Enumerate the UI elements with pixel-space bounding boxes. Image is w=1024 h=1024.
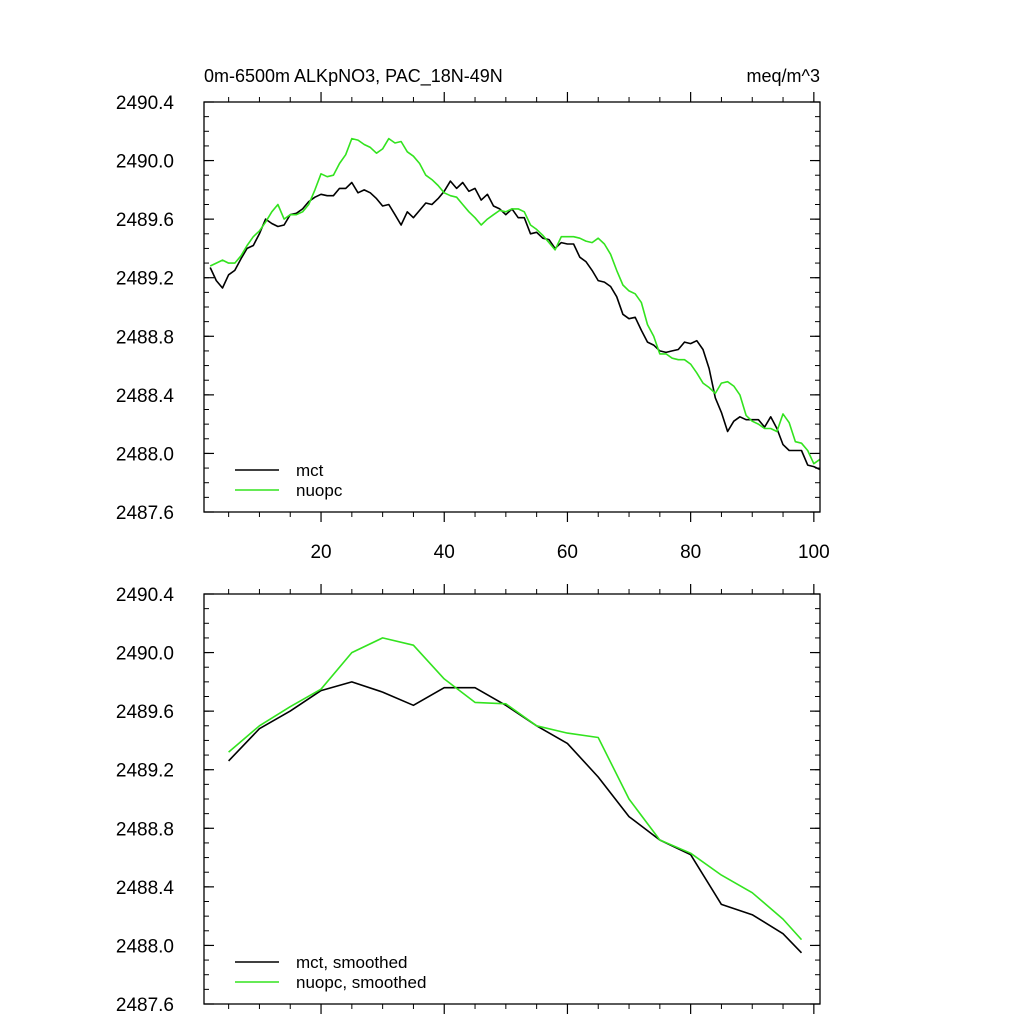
top-series-lines [209, 137, 821, 471]
units-label: meq/m^3 [747, 66, 820, 86]
y-tick-label: 2488.8 [116, 327, 174, 348]
x-tick-label: 40 [434, 542, 455, 563]
bottom-ticks [204, 584, 820, 1014]
y-tick-label: 2489.2 [116, 269, 174, 290]
legend-label-mct: mct [296, 461, 324, 480]
chart-title: 0m-6500m ALKpNO3, PAC_18N-49N [204, 66, 503, 87]
y-tick-label: 2488.0 [116, 936, 174, 957]
y-tick-label: 2490.0 [116, 644, 174, 665]
x-tick-label: 100 [798, 542, 830, 563]
top-legend: mct nuopc [235, 461, 343, 500]
y-tick-label: 2490.4 [116, 93, 175, 114]
top-plot-frame [203, 101, 821, 513]
legend-label-mct-smoothed: mct, smoothed [296, 953, 408, 972]
y-tick-label: 2488.0 [116, 444, 174, 465]
bottom-plot-frame [203, 593, 821, 1005]
x-tick-label: 80 [680, 542, 701, 563]
y-tick-label: 2488.8 [116, 819, 174, 840]
top-x-tick-labels: 20 40 60 80 100 [310, 542, 829, 563]
x-tick-label: 60 [557, 542, 578, 563]
x-tick-label: 20 [310, 542, 331, 563]
y-tick-label: 2487.6 [116, 995, 174, 1016]
legend-label-nuopc-smoothed: nuopc, smoothed [296, 973, 426, 992]
y-tick-label: 2489.2 [116, 761, 174, 782]
series-line-nuopc [209, 137, 821, 465]
legend-label-nuopc: nuopc [296, 481, 343, 500]
y-tick-label: 2490.4 [116, 585, 175, 606]
bottom-y-tick-labels: 2487.6 2488.0 2488.4 2488.8 2489.2 2489.6 2490… [116, 585, 175, 1016]
y-tick-label: 2487.6 [116, 503, 174, 524]
y-tick-label: 2489.6 [116, 702, 174, 723]
top-y-tick-labels: 2487.6 2488.0 2488.4 2488.8 2489.2 2489.6 2490… [116, 93, 175, 524]
bottom-series-lines [228, 637, 803, 954]
bottom-panel: 2487.6 2488.0 2488.4 2488.8 2489.2 2489.6 2490… [116, 584, 821, 1016]
top-panel: 0m-6500m ALKpNO3, PAC_18N-49N meq/m^3 24… [116, 66, 830, 563]
y-tick-label: 2488.4 [116, 878, 175, 899]
y-tick-label: 2490.0 [116, 152, 174, 173]
y-tick-label: 2488.4 [116, 386, 175, 407]
series-line-mct-smoothed [228, 681, 803, 954]
series-line-nuopc-smoothed [228, 637, 803, 941]
series-line-mct [209, 180, 821, 471]
y-tick-label: 2489.6 [116, 210, 174, 231]
bottom-legend: mct, smoothed nuopc, smoothed [235, 953, 426, 992]
top-ticks [204, 92, 820, 522]
